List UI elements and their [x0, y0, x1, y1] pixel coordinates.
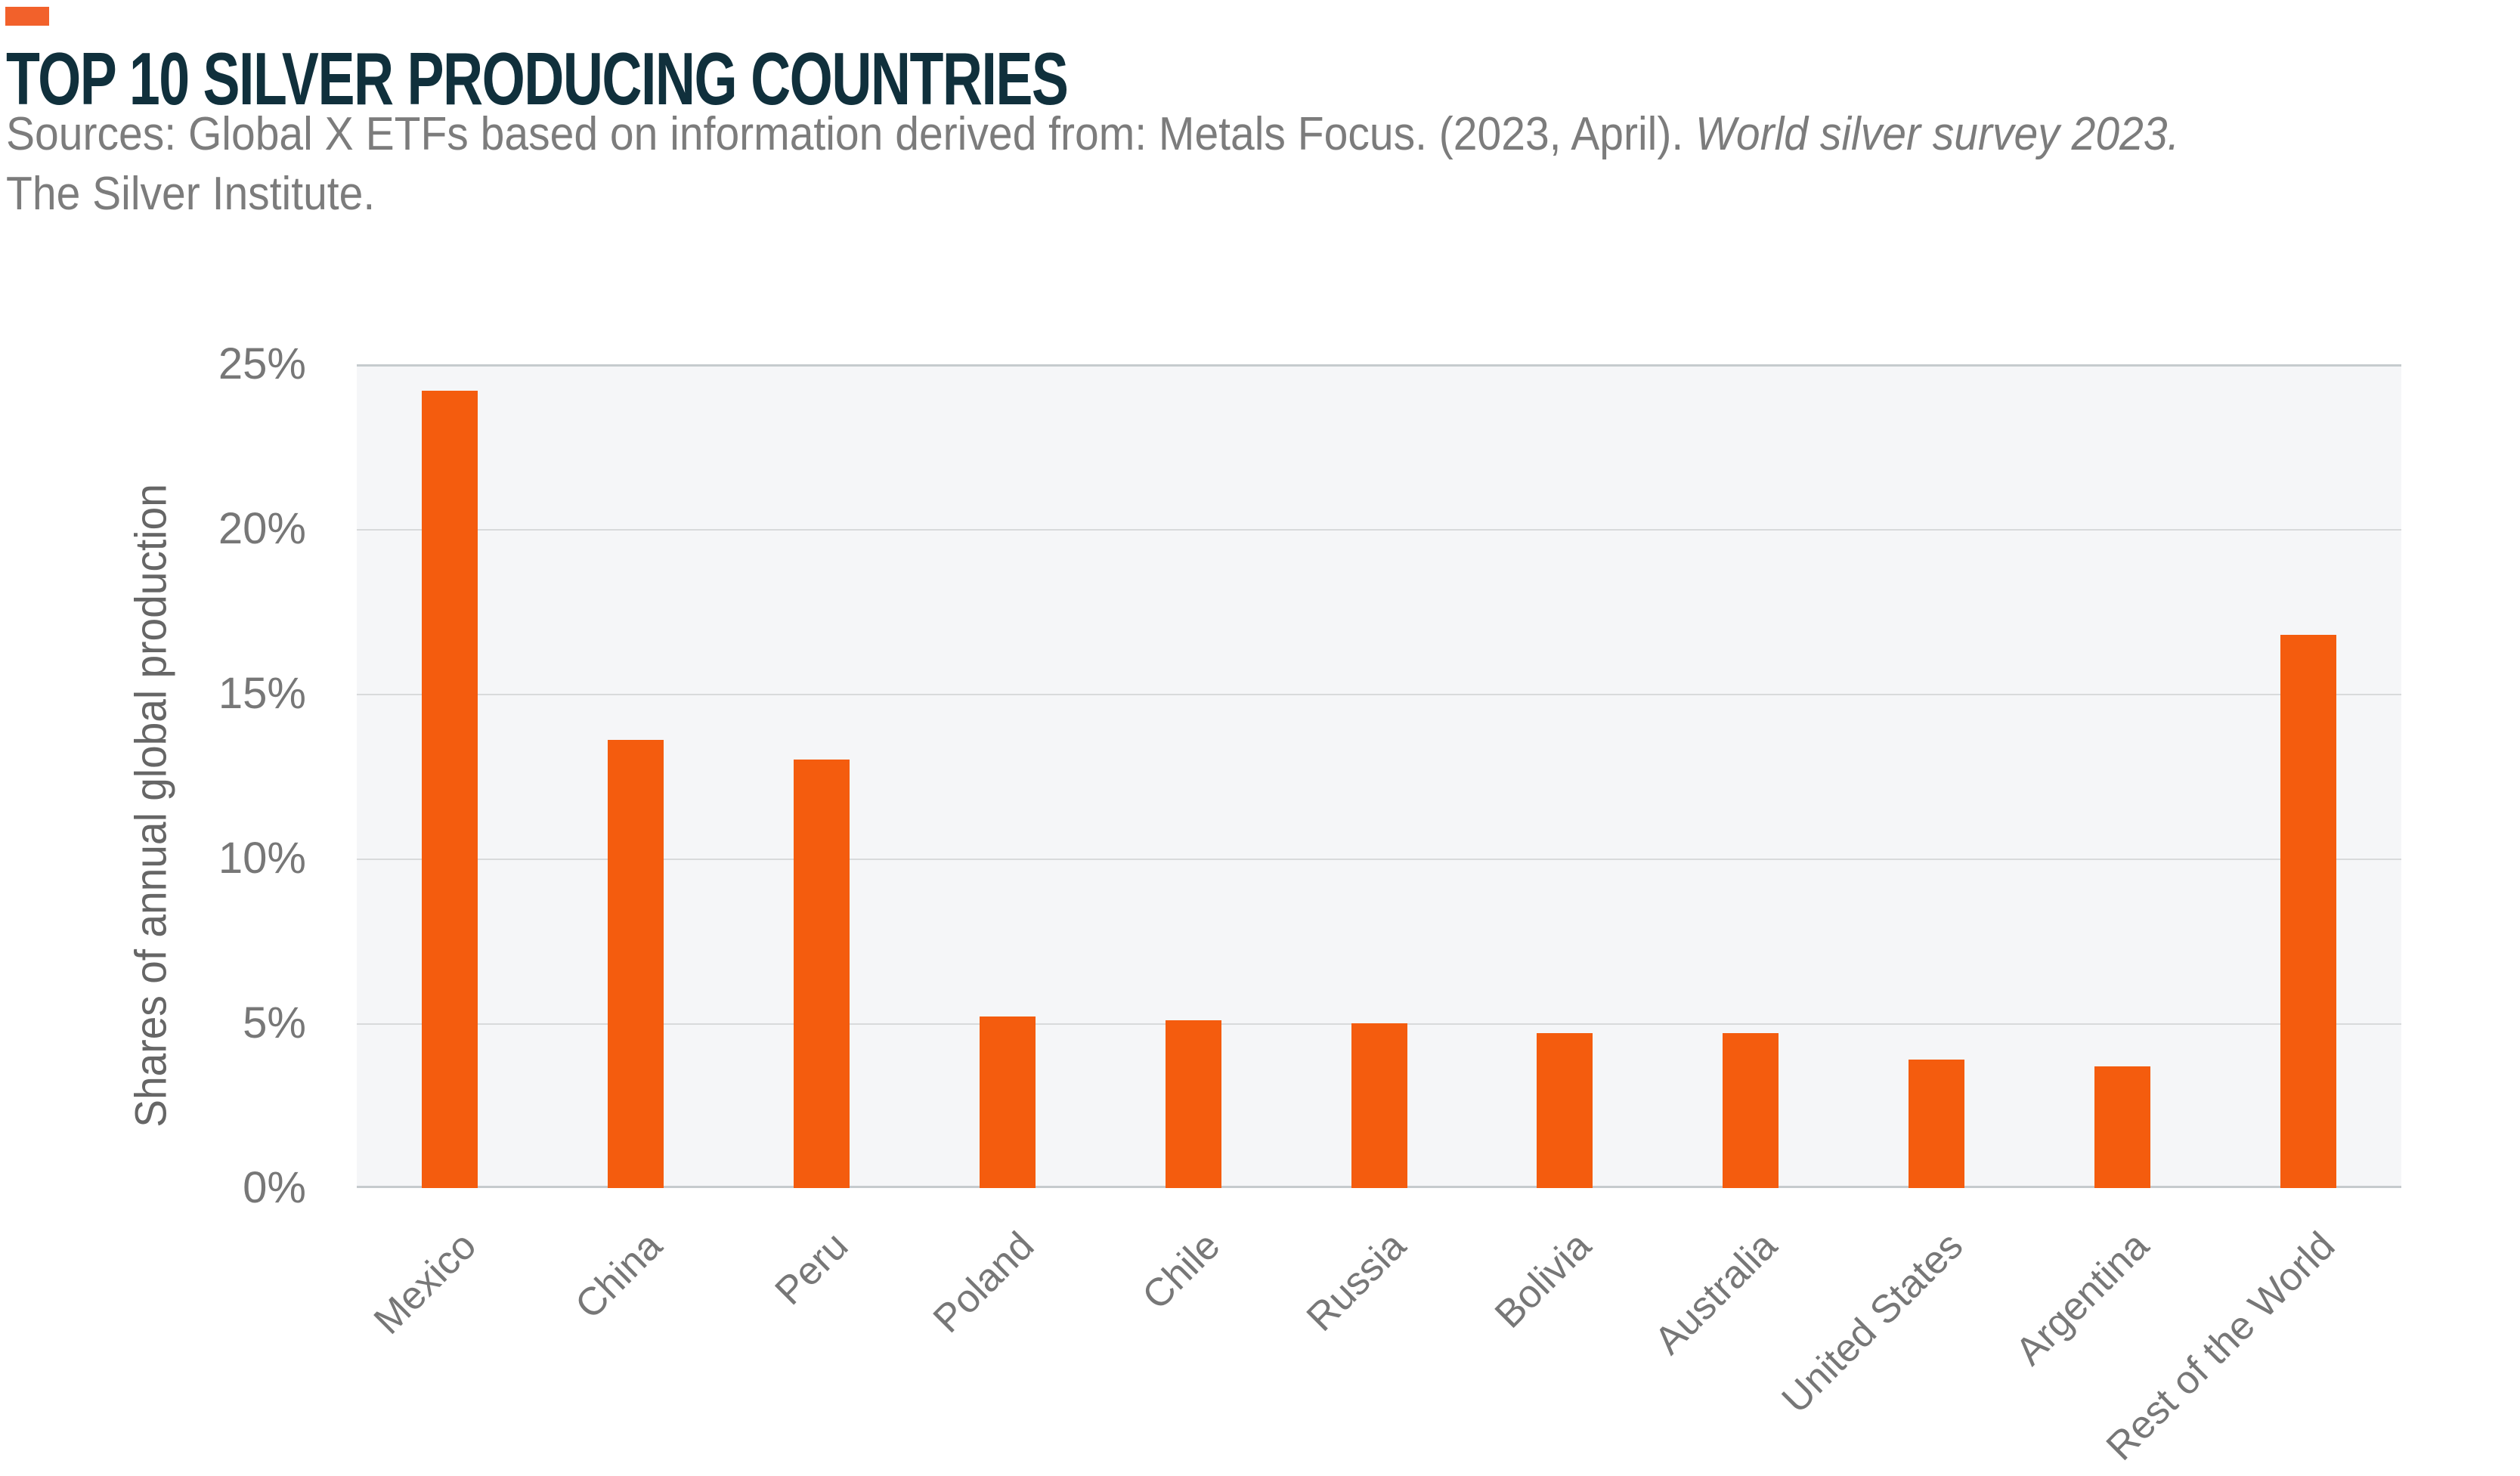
bar-united-states: [1909, 1059, 1965, 1188]
source-text: Sources: Global X ETFs based on informat…: [6, 104, 2179, 224]
y-tick-label: 15%: [218, 669, 306, 718]
bar-russia: [1351, 1023, 1407, 1188]
brand-accent-mark: [5, 7, 49, 26]
bar-argentina: [2094, 1066, 2151, 1188]
plot-top-border: [357, 364, 2401, 367]
source-line1-italic: World silver survey 2023.: [1695, 108, 2180, 160]
y-tick-label: 10%: [218, 834, 306, 883]
y-tick-label: 0%: [243, 1163, 306, 1212]
gridline: [357, 529, 2401, 531]
y-tick-label: 5%: [243, 998, 306, 1047]
bar-australia: [1723, 1033, 1779, 1188]
y-tick-label: 25%: [218, 339, 306, 388]
gridline: [357, 694, 2401, 695]
bar-mexico: [421, 390, 478, 1188]
page-title: TOP 10 SILVER PRODUCING COUNTRIES: [6, 37, 1069, 120]
bar-rest-of-the-world: [2280, 634, 2337, 1188]
plot-area: [357, 364, 2401, 1188]
bar-peru: [793, 760, 850, 1188]
bar-bolivia: [1537, 1033, 1593, 1188]
y-tick-label: 20%: [218, 504, 306, 553]
gridline: [357, 859, 2401, 860]
bar-china: [607, 740, 664, 1188]
bar-poland: [979, 1016, 1036, 1188]
source-line2: The Silver Institute.: [6, 168, 376, 220]
source-line1-regular: Sources: Global X ETFs based on informat…: [6, 108, 1696, 160]
bar-chile: [1165, 1020, 1221, 1188]
